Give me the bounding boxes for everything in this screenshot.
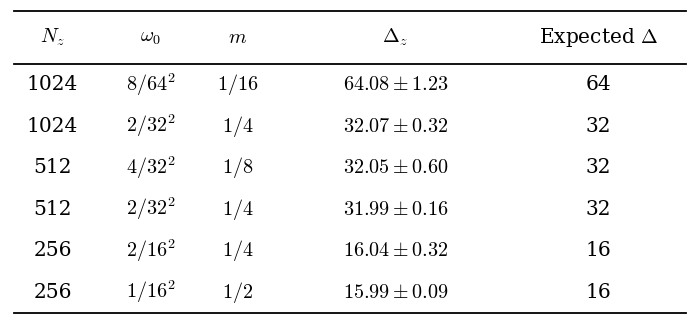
Text: 32: 32 — [586, 200, 611, 219]
Text: $2/16^2$: $2/16^2$ — [126, 237, 175, 264]
Text: $8/64^2$: $8/64^2$ — [126, 71, 175, 98]
Text: $\Delta_z$: $\Delta_z$ — [382, 27, 409, 48]
Text: $32.07 \pm 0.32$: $32.07 \pm 0.32$ — [343, 117, 448, 136]
Text: $64.08 \pm 1.23$: $64.08 \pm 1.23$ — [343, 75, 448, 94]
Text: $m$: $m$ — [228, 28, 248, 47]
Text: Expected $\Delta$: Expected $\Delta$ — [539, 26, 658, 49]
Text: $\omega_0$: $\omega_0$ — [140, 28, 161, 47]
Text: $1/16^2$: $1/16^2$ — [126, 279, 175, 306]
Text: $4/32^2$: $4/32^2$ — [126, 155, 175, 181]
Text: $1/4$: $1/4$ — [222, 197, 254, 222]
Text: $1/2$: $1/2$ — [223, 280, 253, 305]
Text: 1024: 1024 — [27, 117, 78, 136]
Text: 512: 512 — [34, 200, 71, 219]
Text: $2/32^2$: $2/32^2$ — [126, 196, 175, 222]
Text: $32.05 \pm 0.60$: $32.05 \pm 0.60$ — [343, 158, 448, 177]
Text: $1/8$: $1/8$ — [223, 155, 253, 180]
Text: $31.99 \pm 0.16$: $31.99 \pm 0.16$ — [343, 200, 448, 219]
Text: $1/4$: $1/4$ — [222, 114, 254, 139]
Text: 256: 256 — [34, 241, 71, 260]
Text: $2/32^2$: $2/32^2$ — [126, 113, 175, 140]
Text: $1/4$: $1/4$ — [222, 238, 254, 263]
Text: 32: 32 — [586, 158, 611, 177]
Text: $N_z$: $N_z$ — [40, 27, 65, 48]
Text: 1024: 1024 — [27, 75, 78, 94]
Text: $16.04 \pm 0.32$: $16.04 \pm 0.32$ — [343, 241, 448, 260]
Text: 32: 32 — [586, 117, 611, 136]
Text: $1/16$: $1/16$ — [217, 72, 259, 97]
Text: 256: 256 — [34, 283, 71, 302]
Text: $15.99 \pm 0.09$: $15.99 \pm 0.09$ — [343, 283, 448, 302]
Text: 16: 16 — [586, 283, 611, 302]
Text: 512: 512 — [34, 158, 71, 177]
Text: 64: 64 — [586, 75, 611, 94]
Text: 16: 16 — [586, 241, 611, 260]
